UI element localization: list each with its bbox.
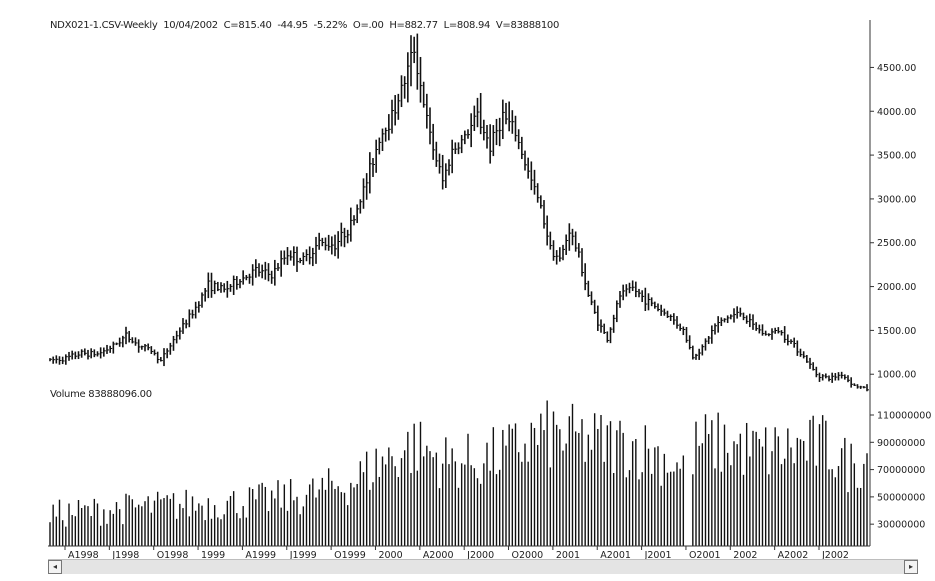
x-tick-label: A1998 bbox=[68, 550, 99, 561]
scroll-left-icon: ◂ bbox=[52, 562, 57, 571]
scroll-left-button[interactable]: ◂ bbox=[48, 560, 62, 574]
x-tick-label: 1999 bbox=[201, 550, 225, 561]
volume-y-tick-label: 30000000 bbox=[877, 520, 925, 531]
price-y-tick-label: 1000.00 bbox=[877, 370, 916, 381]
x-tick-label: O1999 bbox=[334, 550, 366, 561]
close-label: C=815.40 bbox=[223, 20, 272, 31]
x-tick-label: O2000 bbox=[512, 550, 544, 561]
price-bars bbox=[49, 33, 869, 392]
scroll-right-button[interactable]: ▸ bbox=[904, 560, 918, 574]
high-label: H=882.77 bbox=[389, 20, 438, 31]
x-tick-label: A2001 bbox=[600, 550, 631, 561]
x-tick-label: 2000 bbox=[378, 550, 402, 561]
price-header: NDX021-1.CSV-Weekly 10/04/2002 C=815.40 … bbox=[50, 20, 559, 31]
date-label: 10/04/2002 bbox=[163, 20, 218, 31]
price-y-tick-label: 3000.00 bbox=[877, 194, 916, 205]
volume-value-label: V=83888100 bbox=[495, 20, 560, 31]
x-tick-label: J2002 bbox=[821, 550, 849, 561]
volume-y-tick-label: 50000000 bbox=[877, 492, 925, 503]
low-label: L=808.94 bbox=[443, 20, 491, 31]
x-tick-label: A2000 bbox=[423, 550, 454, 561]
price-y-tick-label: 2000.00 bbox=[877, 282, 916, 293]
x-tick-label: O1998 bbox=[157, 550, 189, 561]
price-y-tick-label: 2500.00 bbox=[877, 238, 916, 249]
x-tick-label: J2000 bbox=[466, 550, 494, 561]
scroll-right-icon: ▸ bbox=[908, 562, 913, 571]
x-tick-label: A2002 bbox=[778, 550, 809, 561]
volume-header: Volume 83888096.00 bbox=[50, 389, 152, 400]
x-tick-label: J1998 bbox=[111, 550, 139, 561]
x-tick-label: J2001 bbox=[644, 550, 672, 561]
x-tick-label: 2002 bbox=[733, 550, 757, 561]
chart-axes: 1000.00 1500.00 2000.00 2500.00 3000.00 3500.… bbox=[48, 20, 931, 561]
x-tick-label: J1999 bbox=[289, 550, 317, 561]
price-y-tick-label: 3500.00 bbox=[877, 151, 916, 162]
price-y-tick-label: 4500.00 bbox=[877, 63, 916, 74]
volume-bars bbox=[49, 400, 868, 546]
pct-label: -5.22% bbox=[313, 20, 348, 31]
volume-y-tick-label: 110000000 bbox=[877, 411, 931, 422]
x-tick-label: 2001 bbox=[556, 550, 580, 561]
price-y-tick-label: 1500.00 bbox=[877, 326, 916, 337]
change-label: -44.95 bbox=[277, 20, 308, 31]
volume-y-tick-label: 70000000 bbox=[877, 465, 925, 476]
x-tick-label: A1999 bbox=[245, 550, 276, 561]
x-tick-label: O2001 bbox=[689, 550, 721, 561]
horizontal-scrollbar[interactable]: ◂ ▸ bbox=[48, 559, 918, 574]
price-y-tick-label: 4000.00 bbox=[877, 107, 916, 118]
symbol-label: NDX021-1.CSV-Weekly bbox=[50, 20, 158, 31]
open-label: O=.00 bbox=[352, 20, 384, 31]
volume-y-tick-label: 90000000 bbox=[877, 438, 925, 449]
